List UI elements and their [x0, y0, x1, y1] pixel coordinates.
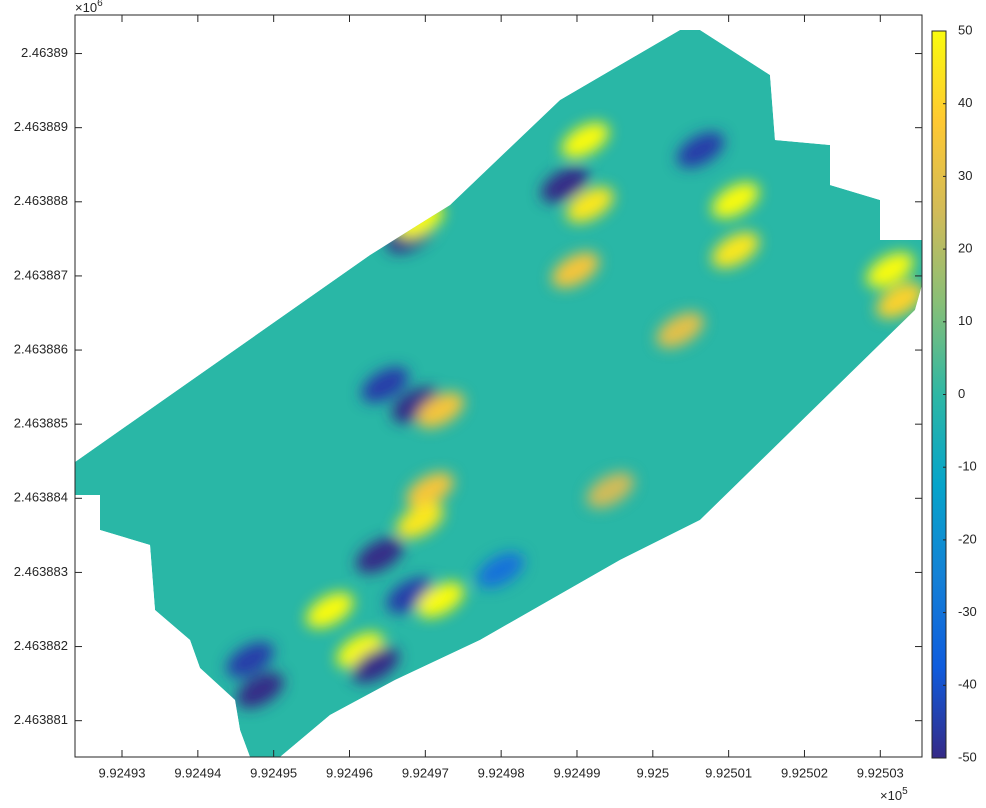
hotspot	[226, 642, 274, 678]
y-exponent-base: ×10	[75, 0, 97, 15]
hotspot	[876, 282, 922, 319]
x-tick-label: 9.92494	[174, 765, 221, 780]
y-exponent: ×106	[75, 0, 103, 15]
x-tick-label: 9.92498	[478, 765, 525, 780]
colorbar-tick-label: -40	[958, 677, 977, 692]
hotspot	[406, 472, 454, 508]
colorbar-tick-label: -50	[958, 749, 977, 764]
hotspot	[356, 537, 404, 574]
x-exponent: ×105	[880, 786, 908, 804]
colorbar-tick-label: 50	[958, 22, 972, 37]
y-tick-label: 2.463888	[14, 193, 68, 208]
hotspot	[416, 582, 465, 618]
axes: 9.92493 9.92494 9.92495 9.92496 9.92497 9.924…	[14, 15, 922, 780]
colorbar-tick-label: -30	[958, 604, 977, 619]
hotspot	[416, 392, 465, 428]
hotspot	[656, 312, 704, 348]
hotspot	[711, 182, 760, 219]
x-tick-label: 9.92495	[250, 765, 297, 780]
y-tick-label: 2.463882	[14, 638, 68, 653]
colorbar-tick-label: 0	[958, 386, 965, 401]
y-tick-label: 2.46389	[21, 45, 68, 60]
y-tick-label: 2.463886	[14, 341, 68, 356]
hotspot	[396, 502, 444, 539]
colorbar-tick-label: 40	[958, 95, 972, 110]
y-tick-label: 2.463885	[14, 416, 68, 431]
x-tick-label: 9.92502	[781, 765, 828, 780]
colorbar-tick-label: 30	[958, 168, 972, 183]
hotspot	[677, 132, 725, 168]
colorbar-tick-label: 10	[958, 313, 972, 328]
x-tick-label: 9.92503	[857, 765, 904, 780]
y-tick-label: 2.463889	[14, 119, 68, 134]
x-exponent-power: 5	[902, 786, 908, 797]
hotspot	[711, 232, 760, 268]
hotspot	[566, 186, 614, 223]
hotspot	[866, 252, 914, 288]
colorbar-tick-label: 20	[958, 241, 972, 256]
x-tick-label: 9.92499	[553, 765, 600, 780]
hotspot	[476, 552, 524, 588]
swath	[75, 30, 922, 757]
hotspot	[236, 672, 284, 709]
x-tick-label: 9.92497	[402, 765, 449, 780]
hotspot	[541, 166, 589, 203]
hotspot	[361, 367, 409, 403]
hotspot	[551, 252, 600, 288]
colorbar-tick-label: -10	[958, 459, 977, 474]
hotspot	[351, 647, 399, 683]
y-exponent-power: 6	[97, 0, 103, 9]
y-tick-label: 2.463887	[14, 267, 68, 282]
axes-box	[74, 14, 923, 758]
x-tick-label: 9.925	[637, 765, 670, 780]
x-tick-label: 9.92496	[326, 765, 373, 780]
x-tick-label: 9.92493	[99, 765, 146, 780]
hotspots	[226, 122, 922, 709]
y-tick-label: 2.463883	[14, 564, 68, 579]
colorbar-tick-label: -20	[958, 531, 977, 546]
hotspot	[306, 592, 354, 629]
x-tick-label: 9.92501	[705, 765, 752, 780]
y-tick-label: 2.463881	[14, 712, 68, 727]
surface	[75, 30, 922, 757]
hotspot	[561, 122, 609, 159]
hotspot	[586, 472, 634, 508]
y-tick-label: 2.463884	[14, 490, 68, 505]
x-exponent-base: ×10	[880, 788, 902, 803]
